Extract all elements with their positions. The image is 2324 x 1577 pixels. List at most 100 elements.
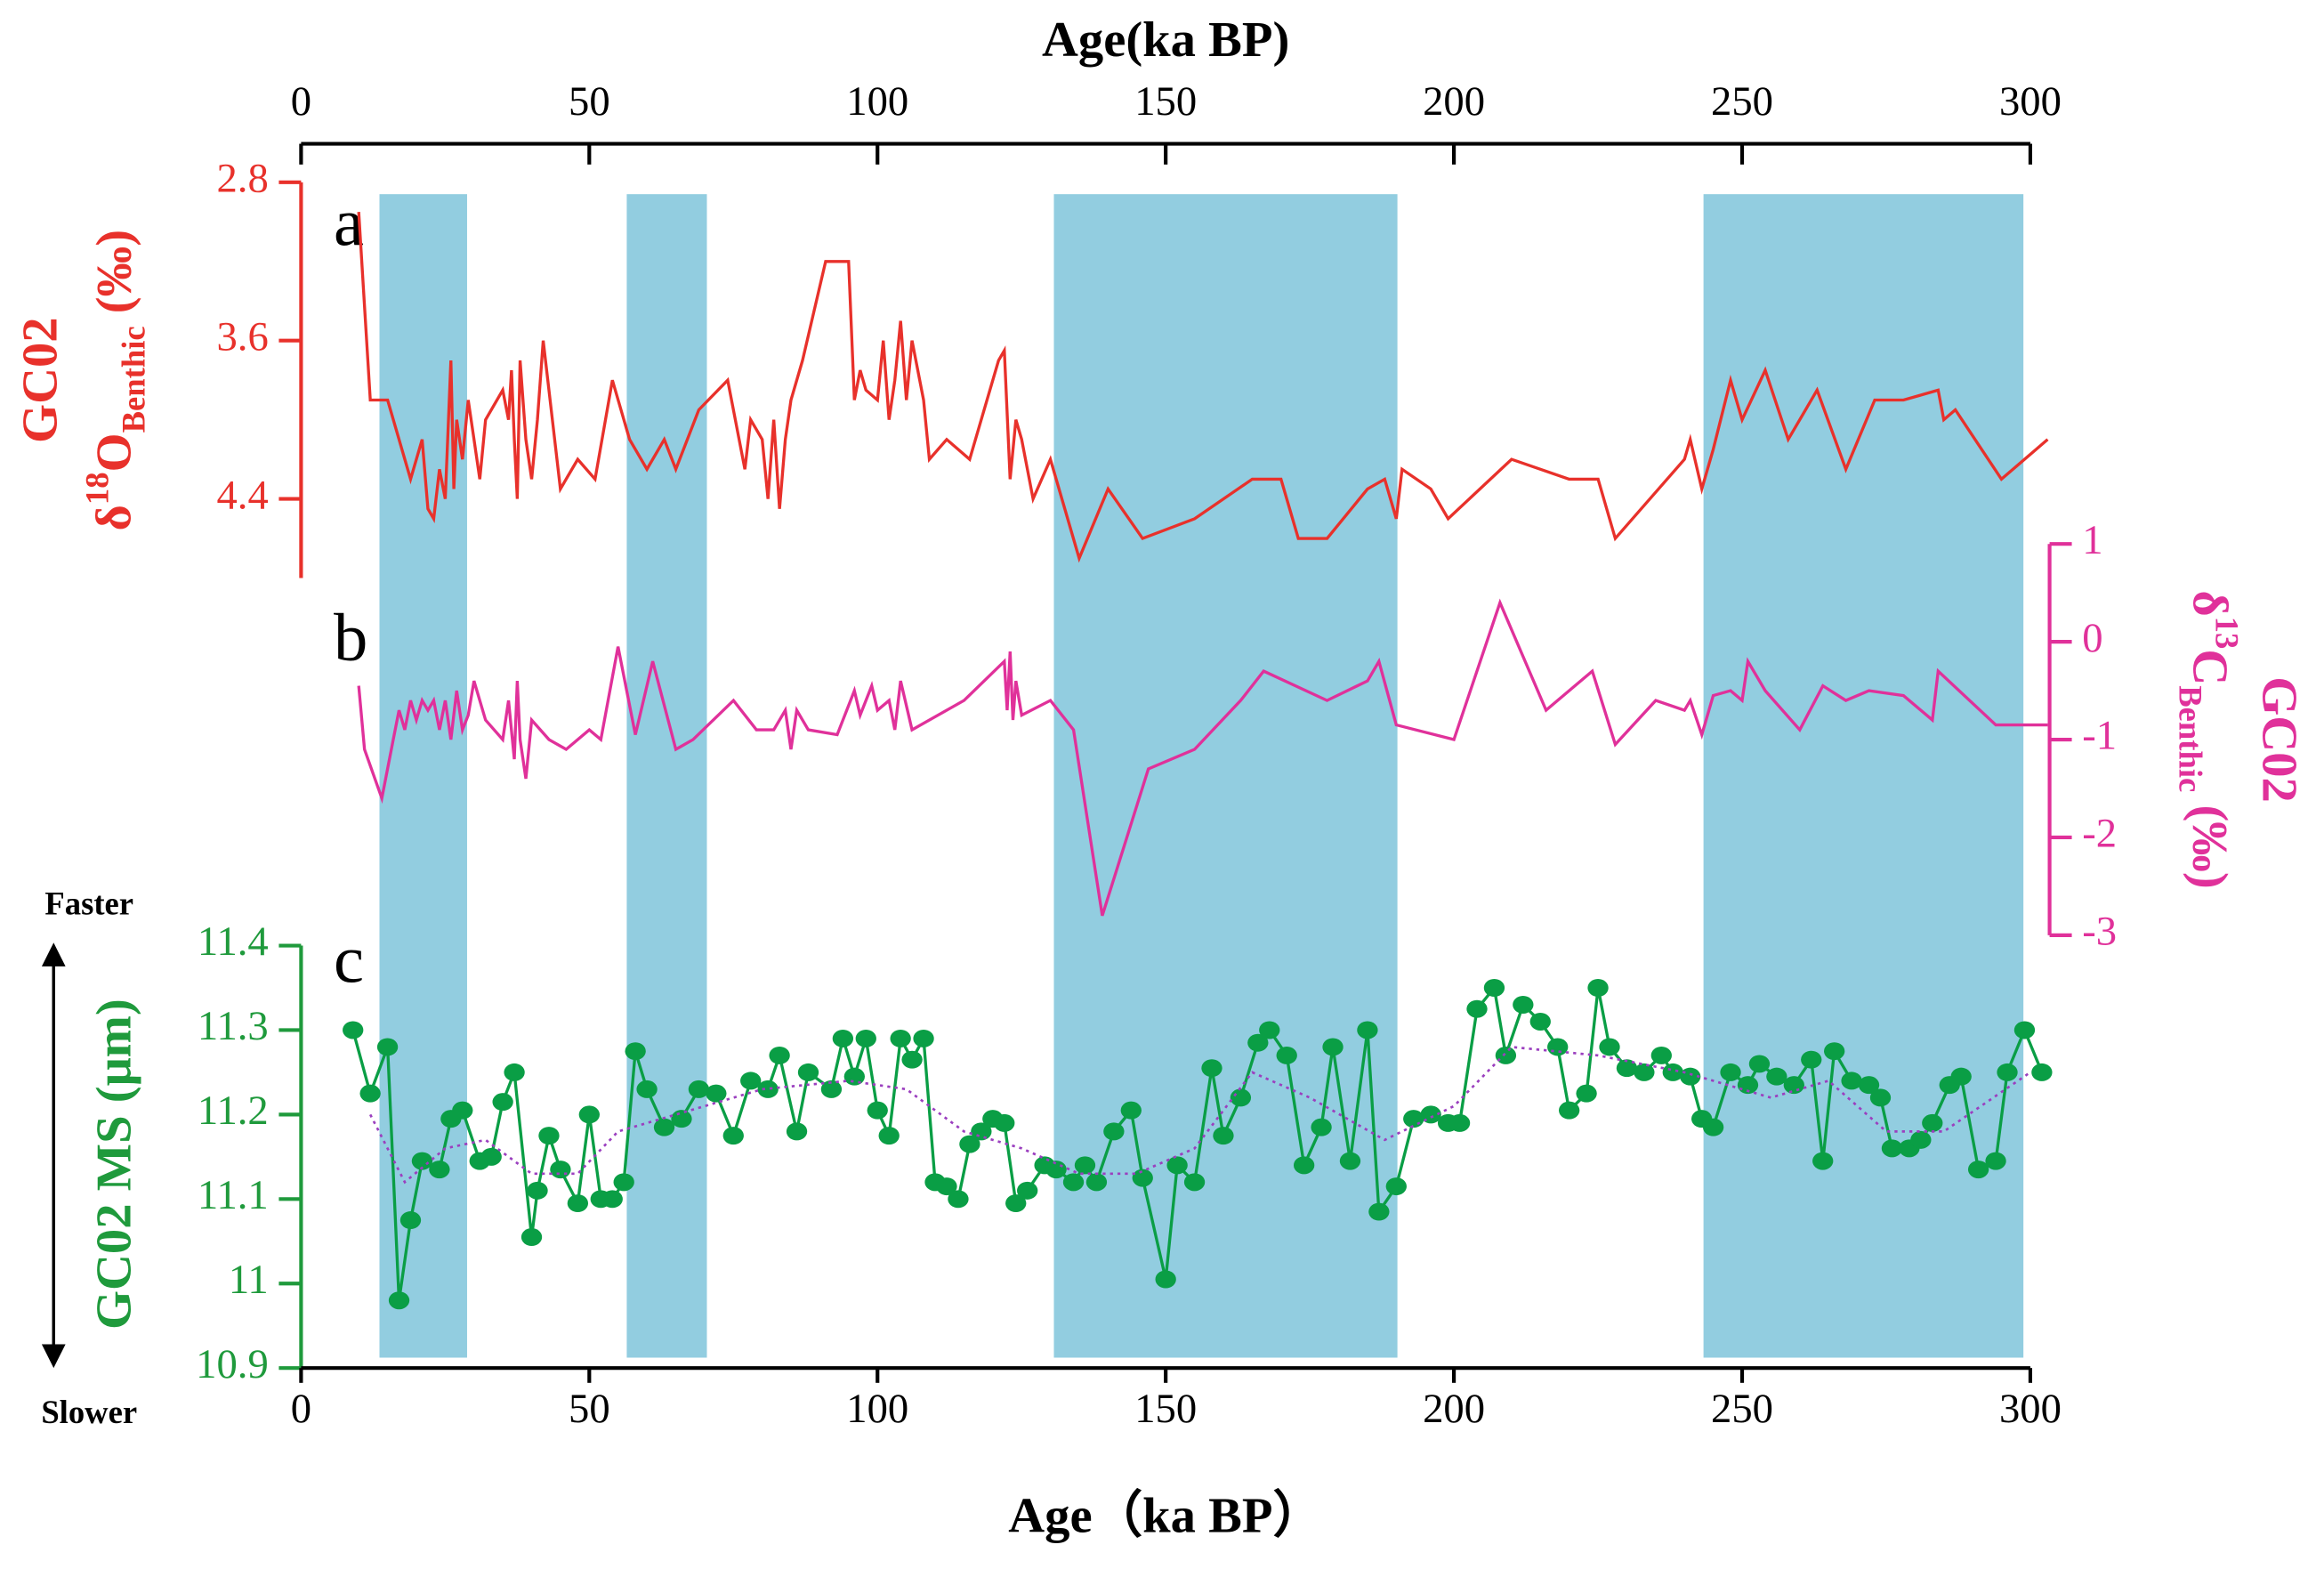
marker <box>399 1211 422 1230</box>
marker <box>1650 1046 1672 1064</box>
y-tick-label: 11.3 <box>198 1003 269 1049</box>
x-tick-label: 50 <box>569 78 610 125</box>
marker <box>1587 979 1609 997</box>
marker <box>601 1190 623 1209</box>
marker <box>1155 1270 1176 1289</box>
marker <box>913 1029 934 1047</box>
marker <box>1529 1012 1551 1031</box>
annotation: Slower <box>41 1394 137 1430</box>
x-tick-label: 100 <box>846 1386 908 1432</box>
marker <box>1062 1173 1085 1192</box>
marker <box>706 1084 727 1103</box>
y-tick-label: -1 <box>2082 713 2117 759</box>
y-axis-title-part: (‰) <box>87 230 142 326</box>
marker <box>1183 1173 1206 1192</box>
y-axis-title-part: δ <box>87 505 142 530</box>
marker <box>832 1029 854 1047</box>
y-tick-label: 11 <box>229 1257 269 1303</box>
marker <box>1513 995 1534 1014</box>
marker <box>740 1072 762 1090</box>
marker <box>1720 1063 1741 1081</box>
marker <box>1748 1055 1771 1073</box>
marker <box>2013 1021 2036 1039</box>
x-axis-title: Age(ka BP) <box>1042 12 1289 68</box>
marker <box>452 1101 473 1120</box>
marker <box>1259 1021 1280 1039</box>
y-axis-title-part: δ <box>2182 590 2237 616</box>
marker <box>1103 1122 1125 1141</box>
marker <box>786 1122 808 1141</box>
marker <box>1547 1038 1569 1056</box>
marker <box>948 1190 969 1209</box>
marker <box>769 1046 790 1064</box>
series-line <box>357 212 2049 563</box>
marker <box>359 1084 381 1103</box>
marker <box>1783 1076 1804 1095</box>
marker <box>1322 1038 1344 1056</box>
x-tick-label: 150 <box>1134 1386 1197 1432</box>
marker <box>1247 1033 1269 1052</box>
x-tick-label: 300 <box>1999 1386 2062 1432</box>
y-tick-label: 1 <box>2082 517 2102 563</box>
marker <box>1801 1050 1822 1069</box>
x-tick-label: 300 <box>1999 78 2062 125</box>
marker <box>890 1029 911 1047</box>
marker <box>1074 1156 1096 1175</box>
marker <box>688 1080 710 1098</box>
marker <box>971 1122 992 1141</box>
x-tick-label: 200 <box>1423 1386 1485 1432</box>
marker <box>1495 1046 1517 1064</box>
y-tick-label: 4.4 <box>216 472 268 518</box>
marker <box>2031 1063 2053 1081</box>
marker <box>613 1173 634 1192</box>
marker <box>1824 1042 1845 1061</box>
marker <box>1858 1076 1880 1095</box>
marker <box>1339 1152 1361 1170</box>
marker <box>936 1177 957 1196</box>
x-tick-label: 150 <box>1134 78 1197 125</box>
marker <box>1702 1118 1724 1136</box>
y-tick-label: -2 <box>2082 811 2117 857</box>
marker <box>1132 1169 1153 1187</box>
y-axis-title: δ13CBenthic (‰) <box>2173 590 2246 888</box>
shaded-band <box>1703 194 2024 1358</box>
marker <box>1085 1173 1108 1192</box>
marker <box>1201 1059 1223 1078</box>
annotation: Faster <box>44 886 133 922</box>
marker <box>1166 1156 1188 1175</box>
marker <box>376 1038 399 1056</box>
y-axis-title: GC02 <box>2252 676 2307 803</box>
series-line <box>368 1046 2031 1185</box>
marker <box>1385 1177 1407 1196</box>
marker <box>1311 1118 1332 1136</box>
x-tick-label: 0 <box>291 78 311 125</box>
marker <box>1368 1202 1390 1221</box>
marker <box>1576 1084 1597 1103</box>
marker <box>1869 1088 1892 1107</box>
y-tick-label: -3 <box>2082 909 2117 955</box>
marker <box>994 1113 1015 1132</box>
shaded-band <box>626 194 707 1358</box>
marker <box>878 1127 900 1145</box>
y-tick-label: 0 <box>2082 615 2102 661</box>
y-axis-title-part: C <box>2182 649 2237 685</box>
marker <box>1005 1194 1027 1213</box>
marker <box>1213 1127 1234 1145</box>
marker <box>1483 979 1505 997</box>
shaded-band <box>1053 194 1398 1358</box>
marker <box>671 1110 692 1128</box>
y-axis-title-part: 18 <box>78 472 115 505</box>
marker <box>492 1093 513 1112</box>
y-tick-label: 3.6 <box>216 313 268 360</box>
marker <box>959 1135 980 1153</box>
y-axis-title: δ18OBenthic (‰) <box>78 230 151 531</box>
marker <box>1985 1152 2006 1170</box>
y-axis-title-part: 13 <box>2209 617 2246 650</box>
y-axis-title-part: Benthic <box>2173 685 2209 792</box>
y-axis-title-part: (‰) <box>2182 792 2237 888</box>
x-tick-label: 0 <box>291 1386 311 1432</box>
marker <box>1737 1076 1759 1095</box>
x-axis-title: Age（ka BP） <box>1008 1488 1323 1544</box>
